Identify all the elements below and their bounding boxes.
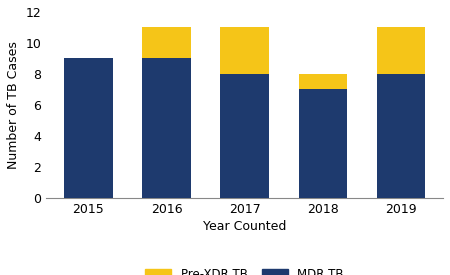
Bar [377,28,425,74]
Bar [220,28,269,74]
X-axis label: Year Counted: Year Counted [203,220,286,233]
Bar [64,59,112,198]
Y-axis label: Number of TB Cases: Number of TB Cases [7,41,20,169]
Bar [377,74,425,198]
Legend: Pre-XDR TB, MDR TB: Pre-XDR TB, MDR TB [145,268,344,275]
Bar [298,89,347,198]
Bar [298,74,347,89]
Bar [220,74,269,198]
Bar [142,28,191,59]
Bar [142,59,191,198]
